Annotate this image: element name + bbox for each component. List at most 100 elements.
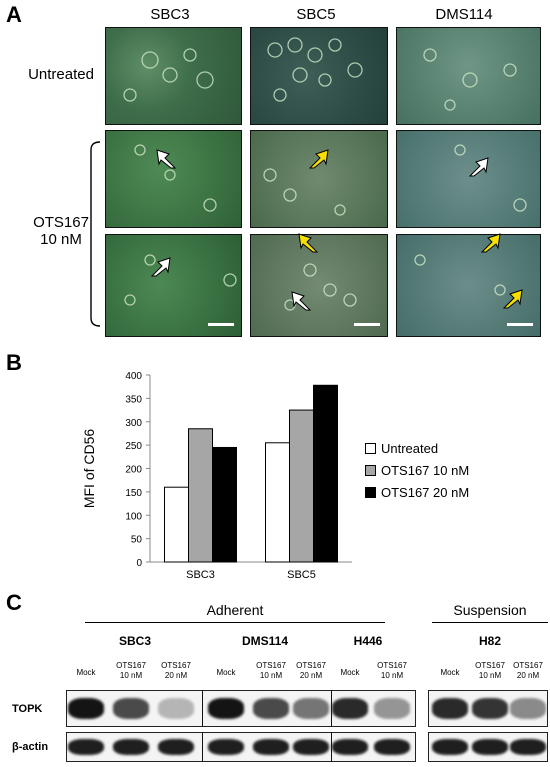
x-category-label: SBC3 [186,569,215,581]
y-tick-label: 0 [136,558,142,569]
topk-band [113,698,149,719]
micrograph-sbc3-treated-1 [105,130,242,228]
topk-band [432,698,468,719]
legend-label-untreated: Untreated [381,441,439,456]
lane-label: Mock [216,668,236,677]
panel-letter-c: C [6,590,22,615]
row-label-untreated: Untreated [28,66,94,83]
topk-band [332,698,368,719]
actin-band [158,738,194,756]
topk-band [208,698,244,719]
blot-separator [331,732,332,762]
adherent-divider [85,622,385,623]
yellow-arrow-icon [480,233,501,253]
white-arrow-icon [291,291,312,311]
topk-band [293,698,329,719]
micrograph-sbc5-treated-1 [250,130,388,228]
actin-band [293,738,329,756]
column-label-sbc3: SBC3 [150,6,190,23]
micrograph-dms114-untreated [396,27,541,125]
actin-band [208,738,244,756]
lane-label: OTS167 20 nM [513,661,543,680]
y-tick-label: 100 [125,511,142,522]
lane-label: OTS167 10 nM [256,661,286,680]
y-tick-label: 400 [125,371,142,382]
actin-band [510,738,546,756]
yellow-arrow-icon [308,149,329,169]
legend-ots167-10nm: OTS167 10 nM [365,463,469,478]
actin-band [253,738,289,756]
lane-label: OTS167 10 nM [116,661,146,680]
lane-label: OTS167 10 nM [377,661,407,680]
scale-bar [208,323,234,326]
lane-label: OTS167 20 nM [161,661,191,680]
panel-letter-a: A [6,2,22,27]
blot-separator [331,690,332,727]
row-label-beta-actin: β-actin [12,741,49,753]
lane-label: Mock [440,668,460,677]
group-label-adherent: Adherent [206,602,264,618]
y-tick-label: 300 [125,418,142,429]
y-axis-label: MFI of CD56 [81,429,97,509]
row-label-treated-line1: OTS167 [33,214,89,231]
row-label-topk: TOPK [12,703,43,715]
legend-swatch-ots167-10nm [365,465,376,476]
lane-label: OTS167 10 nM [475,661,505,680]
topk-band [472,698,508,719]
cd56-bar-chart: 0 50 100 150 200 250 300 350 400 MFI of CD56 SBC3 S… [81,371,352,581]
lane-label: OTS167 20 nM [296,661,326,680]
actin-band [113,738,149,756]
y-tick-label: 350 [125,394,142,405]
panel-letter-b: B [6,350,22,375]
lane-label: Mock [76,668,96,677]
micrograph-sbc3-untreated [105,27,242,125]
actin-band [374,738,410,756]
x-category-label: SBC5 [287,569,316,581]
topk-band [158,698,194,719]
lane-label: Mock [340,668,360,677]
bar-sbc3-0 [164,486,189,563]
micrograph-dms114-treated-1 [396,130,541,228]
white-arrow-icon [150,257,171,277]
cell-line-dms114: DMS114 [241,634,289,648]
cell-line-h82: H82 [478,634,501,648]
row-label-treated: OTS167 10 nM [26,214,96,248]
y-tick-label: 200 [125,465,142,476]
yellow-arrow-icon [502,289,523,309]
micrograph-dms114-treated-2 [396,234,541,337]
actin-band [68,738,104,756]
micrograph-sbc3-treated-2 [105,234,242,337]
legend-ots167-20nm: OTS167 20 nM [365,485,469,500]
legend-swatch-untreated [365,443,376,454]
column-label-sbc5: SBC5 [296,6,336,23]
legend-untreated: Untreated [365,441,438,456]
bar-sbc3-2 [212,446,237,563]
cell-line-h446: H446 [353,634,383,648]
blot-separator [202,690,203,727]
yellow-arrow-icon [298,233,319,253]
bar-sbc3-1 [188,428,213,563]
actin-band [432,738,468,756]
white-arrow-icon [468,157,489,177]
topk-band [68,698,104,719]
scale-bar [354,323,380,326]
scale-bar [507,323,533,326]
actin-band [332,738,368,756]
y-tick-label: 150 [125,488,142,499]
treatment-bracket [90,141,101,327]
column-label-dms114: DMS114 [435,6,493,23]
micrograph-sbc5-untreated [250,27,388,125]
bar-sbc5-0 [265,442,290,563]
legend-label-ots167-10nm: OTS167 10 nM [381,463,470,478]
micrograph-sbc5-treated-2 [250,234,388,337]
topk-band [510,698,546,719]
suspension-divider [432,622,548,623]
y-tick-label: 250 [125,441,142,452]
cell-line-sbc3: SBC3 [118,634,151,648]
row-label-treated-line2: 10 nM [40,231,82,248]
bar-sbc5-1 [289,409,314,563]
bar-sbc5-2 [313,384,338,563]
group-label-suspension: Suspension [453,602,527,618]
topk-band [253,698,289,719]
y-tick-label: 50 [131,535,143,546]
